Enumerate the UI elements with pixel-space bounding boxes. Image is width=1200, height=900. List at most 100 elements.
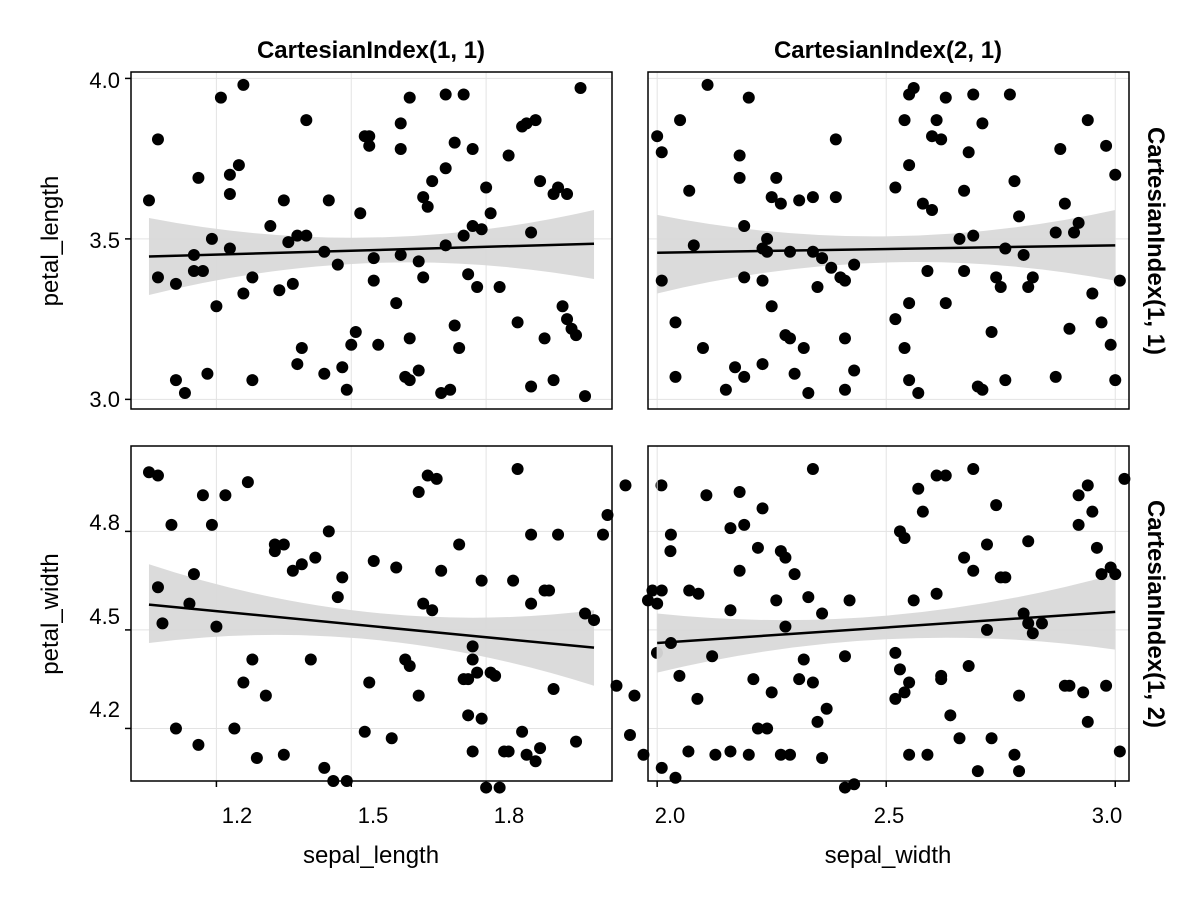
data-point	[802, 591, 815, 604]
data-point	[1026, 271, 1039, 284]
data-point	[829, 191, 842, 204]
data-point	[806, 676, 819, 689]
data-point	[331, 258, 344, 271]
data-point	[953, 232, 966, 245]
data-point	[286, 277, 299, 290]
data-point	[552, 181, 565, 194]
data-point	[367, 252, 380, 265]
data-point	[570, 735, 583, 748]
data-point	[300, 229, 313, 242]
data-point	[156, 617, 169, 630]
data-point	[1081, 114, 1094, 127]
data-point	[664, 528, 677, 541]
data-point	[295, 342, 308, 355]
data-point	[151, 469, 164, 482]
data-point	[1049, 226, 1062, 239]
data-point	[394, 143, 407, 156]
data-point	[300, 114, 313, 127]
data-point	[232, 159, 245, 172]
data-point	[646, 584, 659, 597]
data-point	[930, 114, 943, 127]
x-tick-label-col1: 1.8	[494, 803, 525, 828]
data-point	[733, 171, 746, 184]
data-point	[354, 207, 367, 220]
data-point	[939, 469, 952, 482]
row-title-1: CartesianIndex(1, 1)	[1142, 127, 1169, 355]
data-point	[1086, 287, 1099, 300]
data-point	[669, 771, 682, 784]
data-point	[1003, 88, 1016, 101]
data-point	[1086, 505, 1099, 518]
data-point	[259, 689, 272, 702]
data-point	[628, 689, 641, 702]
data-point	[1081, 715, 1094, 728]
confidence-band	[657, 574, 1116, 673]
data-point	[770, 171, 783, 184]
data-point	[674, 114, 687, 127]
data-point	[724, 604, 737, 617]
data-point	[291, 358, 304, 371]
data-point	[724, 522, 737, 535]
data-point	[462, 268, 475, 281]
data-point	[770, 594, 783, 607]
data-point	[372, 338, 385, 351]
data-point	[669, 370, 682, 383]
data-point	[999, 571, 1012, 584]
data-point	[462, 709, 475, 722]
data-point	[1026, 627, 1039, 640]
data-point	[903, 374, 916, 387]
regression-line	[148, 242, 595, 258]
data-point	[765, 300, 778, 313]
data-point	[228, 722, 241, 735]
data-point	[921, 264, 934, 277]
data-point	[898, 531, 911, 544]
panel-row1-col1	[125, 71, 613, 410]
data-point	[825, 261, 838, 274]
data-point	[838, 383, 851, 396]
data-point	[277, 194, 290, 207]
data-point	[916, 197, 929, 210]
data-point	[912, 482, 925, 495]
data-point	[187, 568, 200, 581]
data-point	[980, 538, 993, 551]
data-point	[738, 220, 751, 233]
data-point	[985, 325, 998, 338]
data-point	[1100, 679, 1113, 692]
panel-frame	[130, 445, 613, 782]
data-point	[962, 146, 975, 159]
data-point	[843, 594, 856, 607]
data-point	[196, 264, 209, 277]
data-point	[848, 778, 861, 791]
data-point	[210, 300, 223, 313]
data-point	[412, 689, 425, 702]
data-point	[802, 386, 815, 399]
data-point	[994, 281, 1007, 294]
data-point	[489, 669, 502, 682]
data-point	[529, 114, 542, 127]
data-point	[1118, 472, 1131, 485]
data-point	[820, 702, 833, 715]
data-point	[765, 191, 778, 204]
data-point	[930, 469, 943, 482]
data-point	[1008, 175, 1021, 188]
x-tick-label-col2: 2.0	[655, 803, 686, 828]
data-point	[246, 271, 259, 284]
data-point	[889, 313, 902, 326]
data-point	[907, 594, 920, 607]
data-point	[322, 525, 335, 538]
data-point	[774, 197, 787, 210]
data-point	[971, 765, 984, 778]
data-point	[223, 168, 236, 181]
data-point	[935, 133, 948, 146]
data-point	[1013, 210, 1026, 223]
data-point	[751, 722, 764, 735]
data-point	[322, 194, 335, 207]
data-point	[985, 732, 998, 745]
data-point	[962, 660, 975, 673]
data-point	[345, 338, 358, 351]
panel-row1-col2	[647, 71, 1130, 410]
data-point	[363, 139, 376, 152]
data-point	[601, 508, 614, 521]
data-point	[967, 88, 980, 101]
data-point	[466, 653, 479, 666]
